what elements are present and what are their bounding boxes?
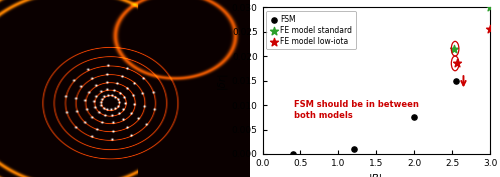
FE model low-iota — [486, 28, 494, 30]
FSM — [410, 116, 418, 119]
FSM — [350, 148, 358, 150]
FE model standard — [450, 47, 458, 50]
Y-axis label: |δr|: |δr| — [216, 72, 226, 89]
FSM — [452, 79, 460, 82]
FE model standard — [486, 6, 494, 8]
Legend: FSM, FE model standard, FE model low-iota: FSM, FE model standard, FE model low-iot… — [266, 11, 356, 49]
FSM — [289, 152, 297, 155]
Text: FSM should be in between
both models: FSM should be in between both models — [294, 100, 419, 119]
FE model low-iota — [452, 62, 460, 65]
X-axis label: |B|: |B| — [369, 173, 384, 177]
